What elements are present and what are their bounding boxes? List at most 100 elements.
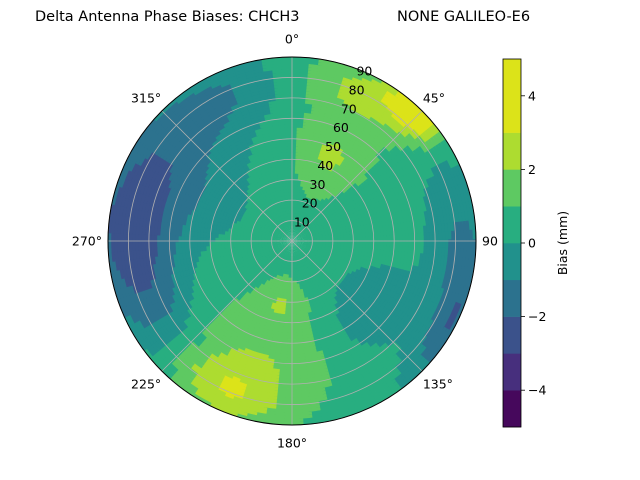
contour-cell xyxy=(276,244,281,247)
contour-cell xyxy=(289,228,291,233)
contour-cell xyxy=(286,242,290,246)
contour-cell xyxy=(298,227,302,232)
contour-cell xyxy=(274,233,279,236)
contour-cell xyxy=(309,251,314,255)
contour-cell xyxy=(277,233,282,237)
contour-cell xyxy=(277,232,282,236)
contour-cell xyxy=(285,233,289,237)
contour-cell xyxy=(299,224,303,229)
contour-cell xyxy=(295,233,299,237)
contour-cell xyxy=(297,244,301,247)
contour-cell xyxy=(293,235,296,239)
contour-cell xyxy=(316,226,321,231)
contour-cell xyxy=(282,232,286,236)
contour-cell xyxy=(288,231,291,236)
contour-cell xyxy=(300,260,304,264)
contour-cell xyxy=(279,243,284,246)
contour-cell xyxy=(300,218,304,222)
contour-cell xyxy=(294,237,298,240)
contour-cell xyxy=(282,250,286,255)
contour-cell xyxy=(305,247,310,250)
contour-cell xyxy=(285,241,289,243)
contour-cell xyxy=(304,249,308,253)
contour-cell xyxy=(289,234,292,239)
contour-cell xyxy=(269,228,274,232)
contour-cell xyxy=(301,262,305,267)
contour-cell xyxy=(301,211,305,216)
contour-cell xyxy=(280,245,285,249)
contour-cell xyxy=(302,233,307,237)
contour-cell xyxy=(300,236,305,239)
contour-cell xyxy=(283,236,287,239)
contour-cell xyxy=(293,243,295,248)
contour-cell xyxy=(266,228,271,232)
contour-cell xyxy=(289,231,292,236)
contour-cell xyxy=(279,215,283,220)
contour-cell xyxy=(281,253,285,258)
contour-cell xyxy=(294,237,298,240)
contour-cell xyxy=(287,232,290,236)
contour-cell xyxy=(302,227,307,231)
contour-cell xyxy=(303,249,308,253)
contour-cell xyxy=(280,244,284,247)
contour-cell xyxy=(279,242,284,244)
contour-cell xyxy=(295,239,299,241)
contour-cell xyxy=(274,245,278,248)
contour-cell xyxy=(283,243,287,246)
contour-cell xyxy=(286,249,289,253)
contour-cell xyxy=(313,251,318,256)
contour-cell xyxy=(299,250,303,254)
contour-cell xyxy=(299,245,304,249)
contour-cell xyxy=(317,228,322,232)
contour-cell xyxy=(296,244,300,248)
contour-cell xyxy=(278,231,283,235)
contour-cell xyxy=(288,243,291,247)
contour-cell xyxy=(281,245,285,249)
contour-cell xyxy=(294,239,299,241)
contour-cell xyxy=(293,246,296,251)
contour-cell xyxy=(280,214,284,219)
contour-cell xyxy=(277,262,282,267)
contour-cell xyxy=(296,252,299,256)
contour-cell xyxy=(305,247,309,251)
contour-cell xyxy=(304,229,308,233)
contour-cell xyxy=(294,242,298,246)
contour-cell xyxy=(293,235,296,239)
contour-cell xyxy=(280,234,285,237)
contour-cell xyxy=(302,246,307,250)
contour-cell xyxy=(277,250,281,254)
contour-cell xyxy=(277,234,281,237)
contour-cell xyxy=(294,232,297,236)
contour-cell xyxy=(310,228,315,232)
contour-cell xyxy=(297,247,301,251)
contour-cell xyxy=(301,259,305,264)
contour-cell xyxy=(293,243,296,247)
contour-cell xyxy=(288,232,290,236)
contour-cell xyxy=(295,229,298,233)
contour-cell xyxy=(281,250,285,254)
contour-cell xyxy=(299,246,303,250)
contour-cell xyxy=(278,258,282,263)
contour-cell xyxy=(290,234,292,239)
contour-cell xyxy=(294,246,297,250)
contour-cell xyxy=(320,250,325,254)
contour-cell xyxy=(277,215,282,220)
contour-cell xyxy=(293,246,296,251)
contour-cell xyxy=(302,265,307,270)
contour-cell xyxy=(300,214,304,219)
contour-cell xyxy=(288,243,291,247)
contour-cell xyxy=(310,250,315,254)
contour-cell xyxy=(283,244,287,247)
contour-cell xyxy=(302,258,306,263)
contour-cell xyxy=(284,254,287,259)
contour-cell xyxy=(277,246,282,250)
contour-cell xyxy=(279,230,283,234)
contour-cell xyxy=(279,211,283,216)
contour-cell xyxy=(279,269,283,274)
contour-cell xyxy=(289,231,291,236)
contour-cell xyxy=(296,226,300,231)
contour-cell xyxy=(316,251,321,256)
contour-cell xyxy=(301,231,306,235)
contour-cell xyxy=(294,246,297,250)
contour-cell xyxy=(285,241,290,243)
